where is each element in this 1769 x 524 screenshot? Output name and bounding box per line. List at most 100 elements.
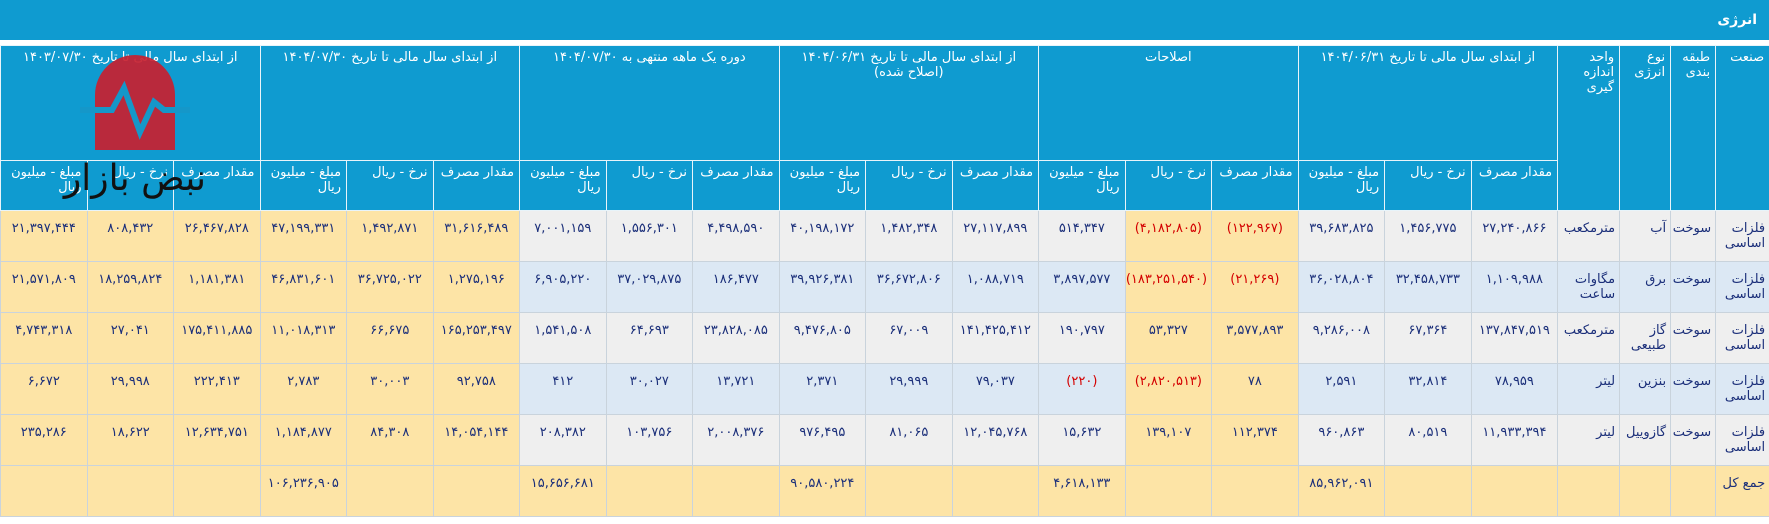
cell: ۱,۵۴۱,۵۰۸ xyxy=(519,312,607,364)
cell: ۲,۵۹۱ xyxy=(1297,363,1386,415)
column-header: صنعت xyxy=(1715,45,1769,211)
subheader: مقدار مصرف xyxy=(173,160,261,211)
cell: ۸۰,۵۱۹ xyxy=(1384,414,1472,466)
cell: ۲,۰۰۸,۳۷۶ xyxy=(692,414,780,466)
title-bar: انرژی xyxy=(0,0,1769,40)
cell: ۱۲,۶۳۴,۷۵۱ xyxy=(173,414,261,466)
cell: ۱۷۵,۴۱۱,۸۸۵ xyxy=(173,312,261,364)
data-row: فلزات اساسی سوخت آب مترمکعب ۲۷,۲۴۰,۸۶۶ ۱,۴۵۶,… xyxy=(0,210,1769,262)
cell: ۴۷,۱۹۹,۳۳۱ xyxy=(259,210,348,262)
subheader: مبلغ - میلیون ریال xyxy=(1038,160,1126,211)
cell: ۲,۳۷۱ xyxy=(778,363,867,415)
cell: ۱۶۵,۲۵۳,۴۹۷ xyxy=(432,312,521,364)
group-header: از ابتدای سال مالی تا تاریخ ۱۴۰۳/۰۷/۳۰ xyxy=(0,45,261,161)
cell: سوخت xyxy=(1670,312,1717,364)
cell: ۴۱۲ xyxy=(519,363,607,415)
cell: ۱,۱۸۴,۸۷۷ xyxy=(259,414,348,466)
empty-cell xyxy=(951,465,1040,517)
group-header: اصلاحات xyxy=(1038,45,1299,161)
cell: ۱۰۶,۲۳۶,۹۰۵ xyxy=(259,465,348,517)
cell: ۵۱۴,۳۴۷ xyxy=(1038,210,1126,262)
cell: ۱۱۲,۳۷۴ xyxy=(1211,414,1299,466)
cell: ۳۶,۶۷۲,۸۰۶ xyxy=(865,261,953,313)
empty-cell xyxy=(0,465,88,517)
subheader: مبلغ - میلیون ریال xyxy=(0,160,88,211)
cell: فلزات اساسی xyxy=(1715,210,1769,262)
cell: ۴۰,۱۹۸,۱۷۲ xyxy=(778,210,867,262)
cell: ۷۸ xyxy=(1211,363,1299,415)
cell: ۱,۲۷۵,۱۹۶ xyxy=(432,261,521,313)
empty-cell xyxy=(1670,465,1717,517)
cell: (۱۸۳,۲۵۱,۵۴۰) xyxy=(1124,261,1213,313)
cell: ۴,۷۴۳,۳۱۸ xyxy=(0,312,88,364)
empty-cell xyxy=(605,465,694,517)
group-header: دوره یک ماهه منتهی به ۱۴۰۴/۰۷/۳۰ xyxy=(519,45,780,161)
cell: ۴۶,۸۳۱,۶۰۱ xyxy=(259,261,348,313)
empty-cell xyxy=(1557,465,1621,517)
cell: ۲۲۲,۴۱۳ xyxy=(173,363,261,415)
cell: ۳۹,۶۸۳,۸۲۵ xyxy=(1297,210,1386,262)
group-header: از ابتدای سال مالی تا تاریخ ۱۴۰۴/۰۷/۳۰ xyxy=(259,45,521,161)
cell: ۹۰,۵۸۰,۲۲۴ xyxy=(778,465,867,517)
empty-cell xyxy=(1211,465,1299,517)
cell: ۶۶,۶۷۵ xyxy=(346,312,434,364)
cell: گاز طبیعی xyxy=(1619,312,1672,364)
cell: ۱۱,۹۳۳,۳۹۴ xyxy=(1470,414,1559,466)
subheader: نرخ - ریال xyxy=(1384,160,1472,211)
cell: ۳۱,۶۱۶,۴۸۹ xyxy=(432,210,521,262)
data-row: فلزات اساسی سوخت بنزین لیتر ۷۸,۹۵۹ ۳۲,۸۱۴ ۲,۵۹… xyxy=(0,363,1769,415)
cell: ۲۳,۸۲۸,۰۸۵ xyxy=(692,312,780,364)
energy-table: صنعت طبقه بندی نوع انرژی واحد اندازه گیری از… xyxy=(0,45,1769,517)
cell: ۸۰۸,۴۳۲ xyxy=(86,210,175,262)
group-header: از ابتدای سال مالی تا تاریخ ۱۴۰۴/۰۶/۳۱ (… xyxy=(778,45,1040,161)
cell: ۸۴,۳۰۸ xyxy=(346,414,434,466)
cell: ۳۹,۹۲۶,۳۸۱ xyxy=(778,261,867,313)
cell: ۱۵,۶۵۶,۶۸۱ xyxy=(519,465,607,517)
cell: ۴,۴۹۸,۵۹۰ xyxy=(692,210,780,262)
cell: سوخت xyxy=(1670,363,1717,415)
cell: فلزات اساسی xyxy=(1715,312,1769,364)
cell: ۲۱,۳۹۷,۴۴۴ xyxy=(0,210,88,262)
cell: ۲۱,۵۷۱,۸۰۹ xyxy=(0,261,88,313)
cell: ۸۵,۹۶۲,۰۹۱ xyxy=(1297,465,1386,517)
cell: جمع کل xyxy=(1715,465,1769,517)
empty-cell xyxy=(432,465,521,517)
cell: ۱,۴۸۲,۳۴۸ xyxy=(865,210,953,262)
header-row: صنعت طبقه بندی نوع انرژی واحد اندازه گیری از… xyxy=(0,45,1769,211)
cell: ۱۳,۷۲۱ xyxy=(692,363,780,415)
cell: ۱۲,۰۴۵,۷۶۸ xyxy=(951,414,1040,466)
cell: لیتر xyxy=(1557,414,1621,466)
cell: ۲۷,۱۱۷,۸۹۹ xyxy=(951,210,1040,262)
cell: (۱۲۲,۹۶۷) xyxy=(1211,210,1299,262)
subheader: مقدار مصرف xyxy=(1470,160,1559,211)
empty-cell xyxy=(1470,465,1559,517)
cell: برق xyxy=(1619,261,1672,313)
subheader: نرخ - ریال xyxy=(1124,160,1213,211)
cell: ۹۶۰,۸۶۳ xyxy=(1297,414,1386,466)
cell: ۱,۱۰۹,۹۸۸ xyxy=(1470,261,1559,313)
data-row: فلزات اساسی سوخت برق مگاوات ساعت ۱,۱۰۹,۹۸۸ ۳۲… xyxy=(0,261,1769,313)
cell: ۳۶,۰۲۸,۸۰۴ xyxy=(1297,261,1386,313)
cell: ۲۷,۰۴۱ xyxy=(86,312,175,364)
cell: (۲۱,۲۶۹) xyxy=(1211,261,1299,313)
subheader: مبلغ - میلیون ریال xyxy=(778,160,867,211)
cell: ۳۶,۷۲۵,۰۲۲ xyxy=(346,261,434,313)
cell: ۲۹,۹۹۸ xyxy=(86,363,175,415)
empty-cell xyxy=(865,465,953,517)
cell: ۱۵,۶۳۲ xyxy=(1038,414,1126,466)
cell: گازوییل xyxy=(1619,414,1672,466)
cell: ۷۹,۰۳۷ xyxy=(951,363,1040,415)
cell: ۶,۶۷۲ xyxy=(0,363,88,415)
cell: (۲۲۰) xyxy=(1038,363,1126,415)
data-row: فلزات اساسی سوخت گازوییل لیتر ۱۱,۹۳۳,۳۹۴ ۸۰,۵… xyxy=(0,414,1769,466)
cell: بنزین xyxy=(1619,363,1672,415)
cell: ۱۳۹,۱۰۷ xyxy=(1124,414,1213,466)
cell: ۱۱,۰۱۸,۳۱۳ xyxy=(259,312,348,364)
cell: ۱,۴۵۶,۷۷۵ xyxy=(1384,210,1472,262)
empty-cell xyxy=(86,465,175,517)
cell: فلزات اساسی xyxy=(1715,363,1769,415)
cell: ۲۶,۴۶۷,۸۲۸ xyxy=(173,210,261,262)
subheader-row: مقدار مصرف نرخ - ریال مبلغ - میلیون ریال مق… xyxy=(0,160,1769,211)
cell: ۷۸,۹۵۹ xyxy=(1470,363,1559,415)
